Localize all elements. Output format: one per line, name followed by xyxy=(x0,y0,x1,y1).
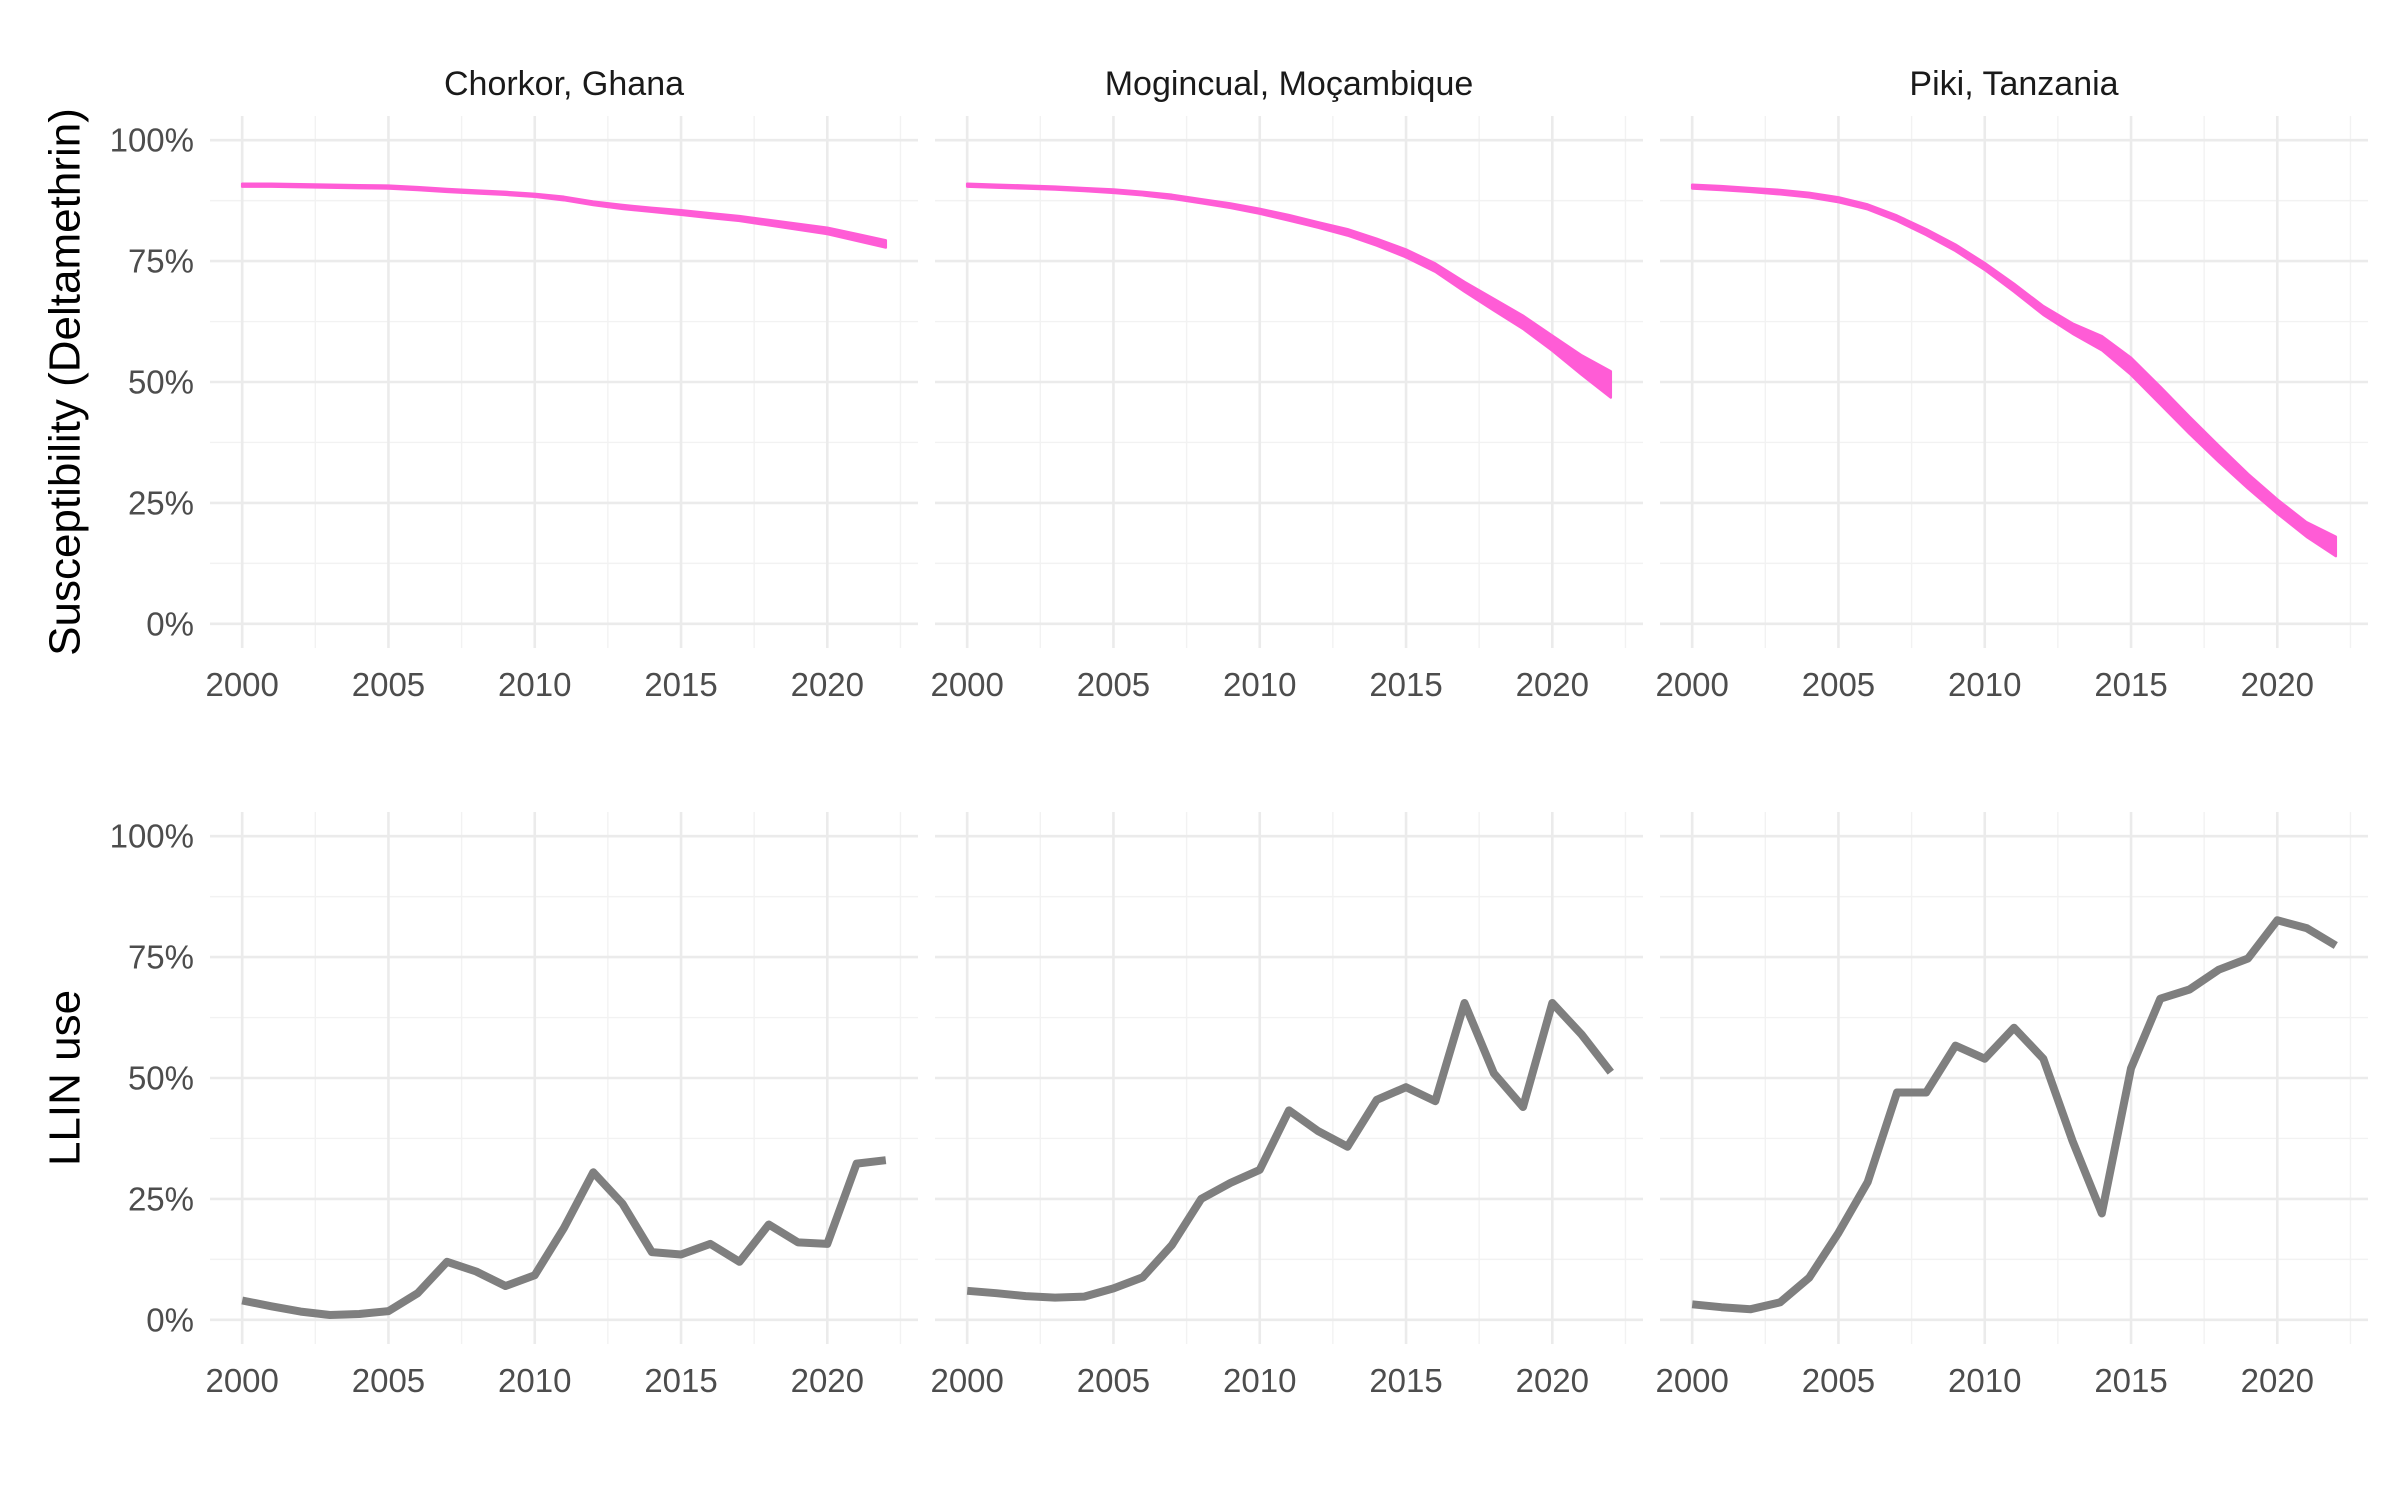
panel-r2-c1: 2000 2005 2010 2015 2020 0% 25% 50% 75% 100% xyxy=(110,812,918,1399)
x-tick-label: 2010 xyxy=(498,666,571,703)
y-tick-label: 100% xyxy=(110,122,194,159)
x-tick-label: 2005 xyxy=(1802,1362,1875,1399)
x-tick-label: 2000 xyxy=(930,1362,1003,1399)
llin-use-line xyxy=(241,1156,887,1319)
x-tick-label: 2000 xyxy=(1655,666,1728,703)
x-tick-label: 2020 xyxy=(791,1362,864,1399)
x-tick-label: 2000 xyxy=(205,666,278,703)
x-tick-label: 2000 xyxy=(205,1362,278,1399)
x-tick-label: 2010 xyxy=(1223,666,1296,703)
susceptibility-band xyxy=(965,182,1613,399)
x-tick-label: 2005 xyxy=(1802,666,1875,703)
facet-strip-titles: Chorkor, Ghana Mogincual, Moçambique Pik… xyxy=(444,65,2119,103)
panel-r1-c3: 2000 2005 2010 2015 2020 xyxy=(1655,116,2368,703)
x-tick-label: 2020 xyxy=(2241,1362,2314,1399)
x-tick-label: 2015 xyxy=(1369,1362,1442,1399)
x-tick-label: 2015 xyxy=(644,666,717,703)
x-tick-label: 2020 xyxy=(1516,666,1589,703)
panel-r2-c2: 2000 2005 2010 2015 2020 xyxy=(930,812,1643,1399)
y-tick-label: 50% xyxy=(128,364,194,401)
x-tick-label: 2000 xyxy=(1655,1362,1728,1399)
y-tick-label: 0% xyxy=(146,1301,194,1338)
x-tick-label: 2010 xyxy=(1948,666,2021,703)
x-tick-label: 2005 xyxy=(1077,1362,1150,1399)
panel-r1-c1: 2000 2005 2010 2015 2020 0% 25% 50% 75% 100% xyxy=(110,116,918,703)
susceptibility-band xyxy=(1690,183,2338,558)
y-tick-label: 50% xyxy=(128,1060,194,1097)
panel-r2-c3: 2000 2005 2010 2015 2020 xyxy=(1655,812,2368,1399)
x-tick-label: 2010 xyxy=(1223,1362,1296,1399)
strip-title-3: Piki, Tanzania xyxy=(1909,65,2118,103)
panel-r1-c2: 2000 2005 2010 2015 2020 xyxy=(930,116,1643,703)
x-tick-label: 2005 xyxy=(352,1362,425,1399)
x-tick-label: 2005 xyxy=(352,666,425,703)
y-tick-label: 100% xyxy=(110,818,194,855)
x-tick-label: 2020 xyxy=(791,666,864,703)
y-tick-label: 75% xyxy=(128,243,194,280)
strip-title-1: Chorkor, Ghana xyxy=(444,65,684,103)
x-tick-label: 2000 xyxy=(930,666,1003,703)
x-tick-label: 2020 xyxy=(1516,1362,1589,1399)
y-tick-label: 0% xyxy=(146,605,194,642)
x-tick-label: 2005 xyxy=(1077,666,1150,703)
x-tick-label: 2015 xyxy=(2094,1362,2167,1399)
strip-title-2: Mogincual, Moçambique xyxy=(1105,65,1474,103)
y-tick-label: 75% xyxy=(128,939,194,976)
x-tick-label: 2010 xyxy=(1948,1362,2021,1399)
y-tick-label: 25% xyxy=(128,1180,194,1217)
x-tick-label: 2020 xyxy=(2241,666,2314,703)
x-tick-label: 2010 xyxy=(498,1362,571,1399)
row-y-axis-title-1: Susceptibility (Deltamethrin) xyxy=(40,108,89,656)
llin-use-line xyxy=(966,999,1614,1302)
x-tick-label: 2015 xyxy=(644,1362,717,1399)
y-tick-label: 25% xyxy=(128,484,194,521)
susceptibility-band xyxy=(240,182,888,249)
row-y-axis-title-2: LLIN use xyxy=(40,990,89,1166)
x-tick-label: 2015 xyxy=(2094,666,2167,703)
llin-use-line xyxy=(1691,916,2338,1314)
x-tick-label: 2015 xyxy=(1369,666,1442,703)
